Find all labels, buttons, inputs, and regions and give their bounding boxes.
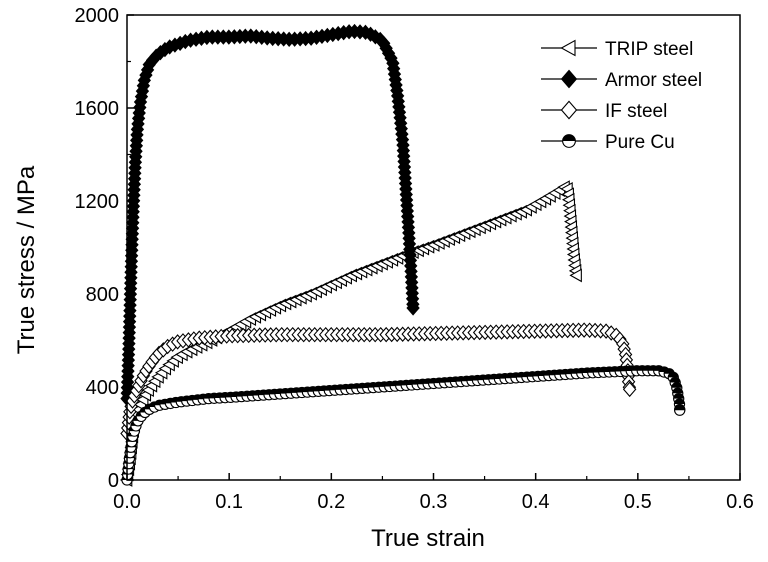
legend-marker	[560, 69, 578, 89]
legend-marker	[560, 100, 578, 120]
legend-item: Armor steel	[541, 69, 702, 91]
legend-item: IF steel	[541, 100, 667, 122]
legend-label: Pure Cu	[605, 132, 675, 153]
y-tick-label: 2000	[75, 5, 120, 27]
x-axis-ticks: 0.0 0.1 0.2 0.3 0.4 0.5 0.6	[113, 473, 754, 513]
data-point	[406, 300, 420, 316]
legend-marker	[562, 134, 576, 148]
y-axis-ticks: 0 400 800 1200 1600 2000	[75, 5, 134, 492]
x-tick-label: 0.1	[215, 491, 243, 513]
y-tick-label: 1600	[75, 98, 120, 120]
series-layer	[119, 23, 686, 487]
y-tick-label: 1200	[75, 191, 120, 213]
series-pure-cu	[121, 365, 686, 486]
data-point	[622, 381, 637, 398]
y-tick-label: 0	[108, 470, 119, 492]
legend-item: Pure Cu	[541, 132, 675, 153]
series-if-steel	[120, 322, 637, 442]
x-tick-label: 0.5	[624, 491, 652, 513]
x-tick-label: 0.3	[420, 491, 448, 513]
legend-label: IF steel	[605, 101, 667, 122]
y-tick-label: 800	[86, 284, 119, 306]
legend-marker	[560, 39, 576, 57]
data-point	[674, 404, 686, 416]
legend-item: TRIP steel	[541, 39, 693, 60]
legend-label: Armor steel	[605, 70, 702, 91]
data-point	[569, 268, 582, 283]
x-tick-label: 0.4	[522, 491, 550, 513]
y-tick-label: 400	[86, 377, 119, 399]
x-tick-label: 0.0	[113, 491, 141, 513]
x-axis-title: True strain	[371, 525, 485, 552]
x-tick-label: 0.6	[726, 491, 754, 513]
y-axis-title: True stress / MPa	[13, 165, 40, 354]
legend: TRIP steel Armor steel IF steel Pure Cu	[541, 39, 702, 153]
x-tick-label: 0.2	[317, 491, 345, 513]
legend-label: TRIP steel	[605, 39, 693, 60]
